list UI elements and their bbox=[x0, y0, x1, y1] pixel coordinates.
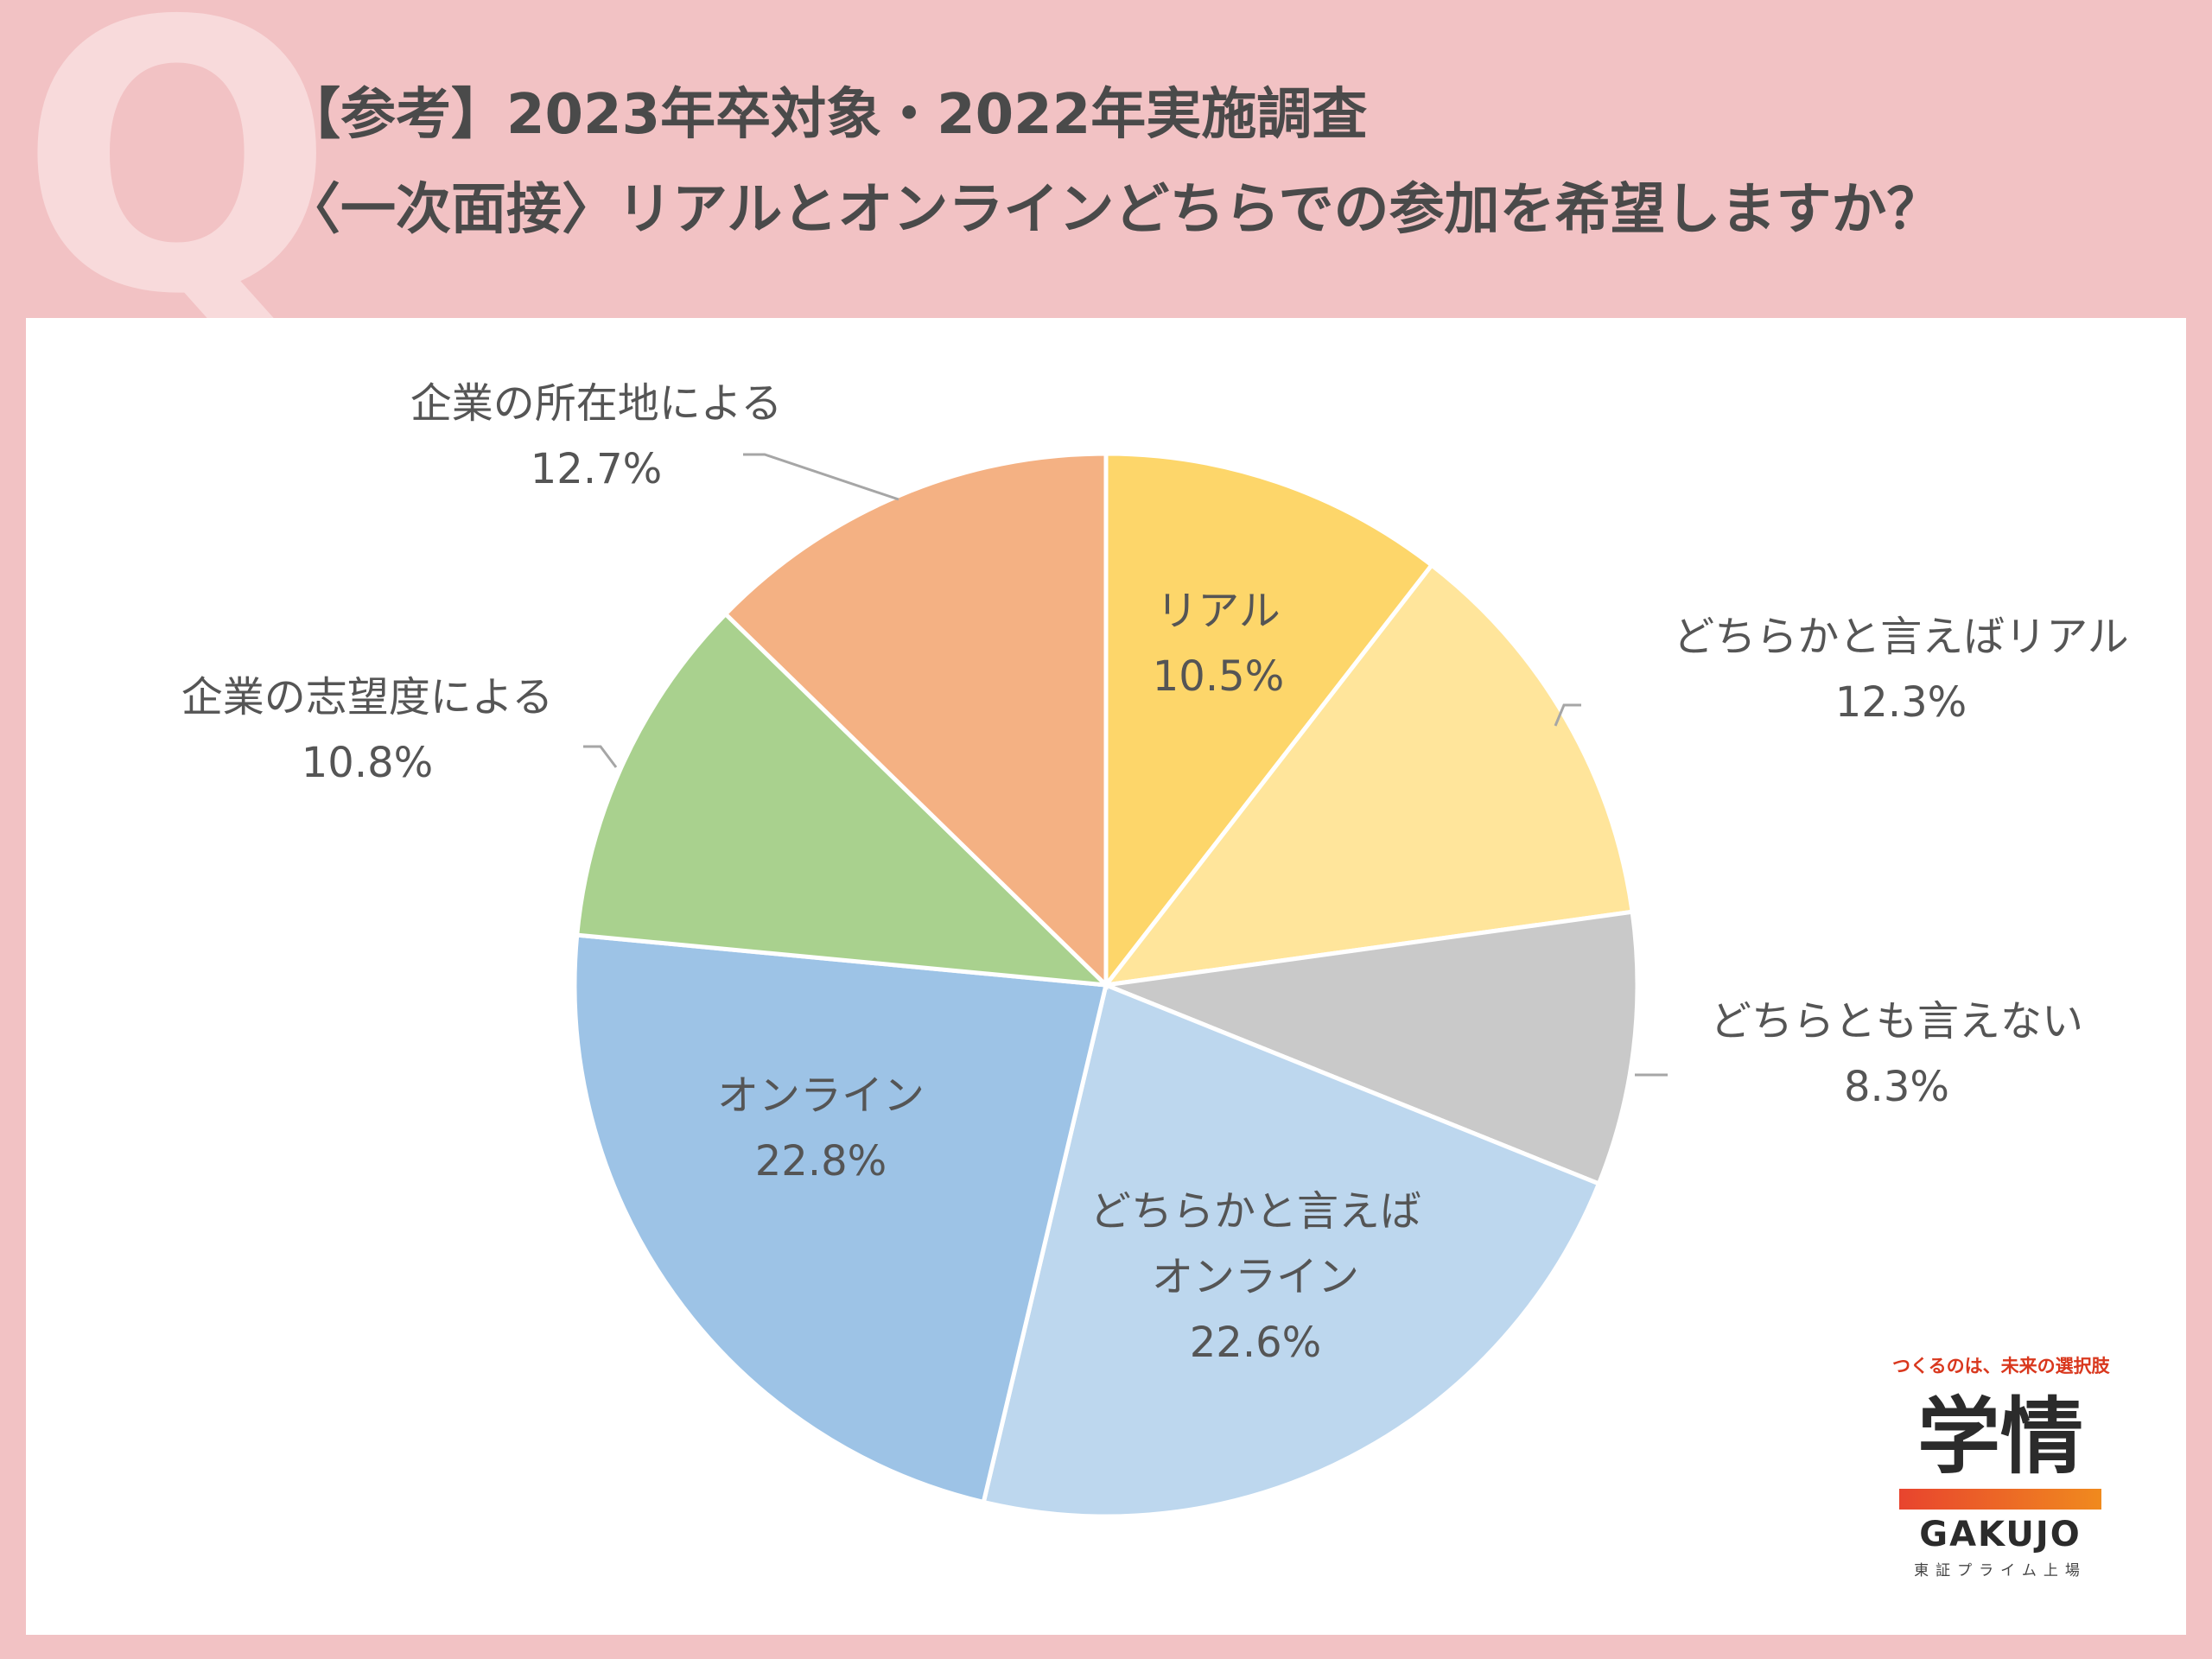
chart-panel: リアル 10.5% どちらかと言えばリアル 12.3% どちらとも言えない 8.3% どちら… bbox=[26, 318, 2186, 1635]
slice-label-5: 企業の志望度による 10.8% bbox=[181, 673, 554, 787]
pie-slice-1 bbox=[1101, 562, 1635, 988]
logo-sub: 東証プライム上場 bbox=[1914, 1562, 2087, 1580]
slice-label-0: リアル 10.5% bbox=[1153, 587, 1284, 701]
title-line-1: 【参考】2023年卒対象・2022年実施調査 bbox=[285, 83, 1368, 147]
pie-slice-6 bbox=[722, 451, 1109, 990]
pie-chart: リアル 10.5% どちらかと言えばリアル 12.3% どちらとも言えない 8.3% どちら… bbox=[181, 379, 2129, 1519]
slice-label-4: オンライン 22.8% bbox=[717, 1071, 925, 1185]
logo-bar bbox=[1899, 1489, 2101, 1510]
slice-label-6: 企業の所在地による 12.7% bbox=[410, 379, 783, 493]
slice-label-2: どちらとも言えない 8.3% bbox=[1710, 997, 2083, 1111]
pie-slice-5 bbox=[575, 611, 1112, 988]
logo-english: GAKUJO bbox=[1919, 1515, 2082, 1554]
pie-slice-3 bbox=[981, 982, 1602, 1519]
leader-line-1 bbox=[1554, 703, 1581, 727]
slice-label-3: どちらかと言えばオンライン 22.6% bbox=[1090, 1187, 1421, 1367]
pie-slice-2 bbox=[1097, 909, 1640, 1187]
pie-slice-0 bbox=[1103, 451, 1435, 992]
logo-mark: 学情 bbox=[1917, 1389, 2083, 1485]
q-mark: Q bbox=[19, 0, 335, 376]
page-title: 【参考】2023年卒対象・2022年実施調査 〈一次面接〉リアルとオンラインどち… bbox=[285, 67, 1942, 257]
gakujo-logo: つくるのは、未来の選択肢 学情 GAKUJO 東証プライム上場 bbox=[1892, 1352, 2110, 1580]
leader-line-5 bbox=[583, 745, 618, 768]
slice-label-1: どちらかと言えばリアル 12.3% bbox=[1673, 613, 2129, 727]
pie-slice-4 bbox=[572, 932, 1109, 1505]
logo-tagline: つくるのは、未来の選択肢 bbox=[1892, 1356, 2110, 1376]
leader-line-6 bbox=[743, 453, 899, 501]
title-line-2: 〈一次面接〉リアルとオンラインどちらでの参加を希望しますか？ bbox=[285, 178, 1942, 242]
